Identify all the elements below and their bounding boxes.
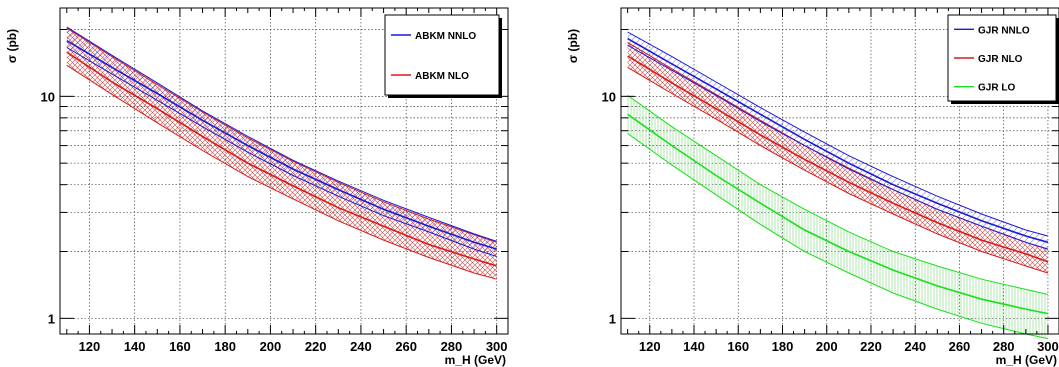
uncertainty-band (627, 32, 1048, 250)
series-line (66, 40, 497, 250)
legend: ABKM NNLO ABKM NLO (384, 14, 502, 98)
plot-frame (620, 7, 1059, 335)
x-tick-label: 240 (350, 339, 372, 354)
x-tick-label: 260 (395, 339, 417, 354)
x-tick-label: 180 (214, 339, 236, 354)
series-abkm-nnlo (66, 26, 497, 257)
x-tick-label: 200 (260, 339, 282, 354)
x-tick-label: 300 (1037, 339, 1059, 354)
band-lower-edge (66, 64, 497, 280)
x-tick-label: 240 (904, 339, 926, 354)
legend-label: GJR LO (978, 83, 1015, 94)
y-tick-label: 10 (602, 89, 616, 104)
series-line (627, 37, 1049, 244)
band-lower-edge (627, 44, 1049, 250)
x-tick-label: 120 (639, 339, 661, 354)
band-lower-edge (66, 47, 497, 257)
band-upper-edge (627, 94, 1049, 295)
legend: GJR NNLO GJR NLO GJR LO (947, 14, 1059, 104)
band-upper-edge (66, 26, 497, 242)
x-tick-label: 300 (486, 339, 508, 354)
x-tick-label: 120 (79, 339, 101, 354)
x-tick-label: 160 (169, 339, 191, 354)
legend-label: GJR NLO (978, 54, 1023, 65)
x-tick-label: 200 (816, 339, 838, 354)
plot-frame (59, 7, 509, 335)
series-line (627, 113, 1049, 315)
series-gjr-nnlo (627, 31, 1049, 250)
legend-box (384, 14, 500, 96)
legend-label: ABKM NNLO (415, 31, 476, 42)
x-axis-label: m_H (GeV) (445, 353, 506, 367)
y-axis-label: σ (pb) (566, 29, 580, 63)
y-axis: 1 10 σ (pb) (5, 29, 508, 326)
x-tick-label: 140 (124, 339, 146, 354)
x-tick-label: 220 (860, 339, 882, 354)
y-tick-label: 1 (609, 311, 616, 326)
x-tick-label: 180 (772, 339, 794, 354)
y-axis-label: σ (pb) (5, 29, 19, 63)
uncertainty-band (66, 27, 497, 257)
x-tick-label: 140 (683, 339, 705, 354)
band-lower-edge (627, 133, 1049, 340)
series-line (627, 55, 1049, 263)
series-gjr-lo (627, 94, 1049, 340)
legend-label: ABKM NLO (415, 71, 469, 82)
y-tick-label: 10 (41, 89, 55, 104)
y-axis: 1 10 σ (pb) (566, 29, 1059, 326)
x-axis-label: m_H (GeV) (996, 353, 1057, 367)
uncertainty-band (627, 95, 1048, 339)
x-tick-label: 280 (993, 339, 1015, 354)
y-tick-label: 1 (48, 311, 55, 326)
uncertainty-band (627, 42, 1048, 274)
x-tick-label: 160 (727, 339, 749, 354)
band-upper-edge (627, 31, 1049, 237)
x-tick-label: 260 (949, 339, 971, 354)
x-tick-label: 280 (441, 339, 463, 354)
legend-label: GJR NNLO (978, 25, 1030, 36)
series-line (66, 51, 497, 267)
x-tick-label: 220 (305, 339, 327, 354)
band-lower-edge (627, 66, 1049, 274)
